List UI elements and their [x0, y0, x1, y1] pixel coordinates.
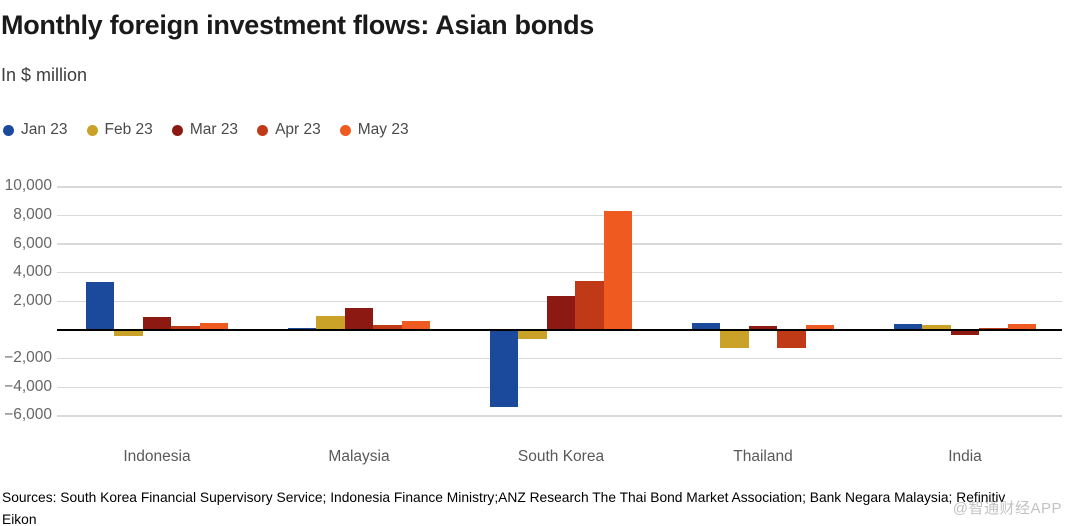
chart-subtitle: In $ million — [1, 65, 88, 85]
watermark: @智通财经APP — [952, 500, 1062, 517]
gridline — [57, 271, 1062, 274]
bar-indonesia-may-23 — [199, 322, 228, 330]
y-tick-label: −4,000 — [4, 377, 52, 395]
bar-thailand-mar-23 — [748, 325, 778, 330]
bar-south-korea-mar-23 — [546, 296, 576, 330]
chart-legend: Jan 23 Feb 23 Mar 23 Apr 23 May 23 — [3, 121, 409, 139]
legend-label: May 23 — [357, 121, 409, 138]
bar-indonesia-mar-23 — [142, 317, 172, 330]
legend-item-mar-23: Mar 23 — [171, 121, 239, 139]
bar-malaysia-may-23 — [401, 320, 430, 330]
legend-dot-icon — [3, 124, 14, 136]
y-tick-label: 10,000 — [4, 177, 52, 195]
legend-label: Mar 23 — [189, 121, 239, 138]
x-axis-label-thailand: Thailand — [733, 448, 793, 465]
legend-item-jan-23: Jan 23 — [3, 121, 68, 139]
legend-label: Jan 23 — [21, 121, 68, 138]
x-axis-label-indonesia: Indonesia — [123, 448, 191, 465]
source-note: Sources: South Korea Financial Superviso… — [2, 490, 1006, 526]
bar-india-feb-23 — [922, 324, 951, 330]
bar-indonesia-apr-23 — [171, 325, 200, 330]
bar-thailand-jan-23 — [692, 322, 721, 330]
bar-malaysia-apr-23 — [373, 324, 402, 330]
gridline — [57, 214, 1062, 217]
y-tick-label: 8,000 — [13, 205, 52, 223]
gridline — [57, 243, 1062, 245]
x-axis-line — [57, 329, 1062, 331]
bar-south-korea-may-23 — [603, 211, 632, 330]
bar-south-korea-jan-23 — [490, 330, 519, 408]
x-axis-label-south-korea: South Korea — [517, 448, 605, 465]
gridline — [57, 357, 1062, 360]
x-axis-label-malaysia: Malaysia — [328, 448, 390, 465]
x-axis-label-india: India — [948, 448, 982, 465]
bar-india-may-23 — [1007, 324, 1036, 330]
gridline — [57, 415, 1062, 417]
bar-south-korea-feb-23 — [518, 330, 547, 340]
bar-south-korea-apr-23 — [575, 281, 604, 330]
bar-malaysia-feb-23 — [316, 315, 345, 330]
bar-indonesia-feb-23 — [114, 330, 143, 336]
y-tick-label: 4,000 — [13, 263, 52, 281]
bar-indonesia-jan-23 — [86, 282, 115, 330]
y-tick-label: 6,000 — [13, 234, 52, 252]
legend-label: Feb 23 — [104, 121, 153, 138]
bar-thailand-apr-23 — [777, 330, 806, 348]
bar-malaysia-jan-23 — [288, 327, 317, 330]
legend-item-feb-23: Feb 23 — [86, 121, 153, 139]
legend-dot-icon — [339, 124, 351, 136]
legend-item-apr-23: Apr 23 — [257, 121, 321, 139]
y-tick-label: 2,000 — [13, 291, 52, 309]
bar-india-jan-23 — [894, 323, 923, 330]
bar-india-mar-23 — [950, 330, 980, 335]
bar-thailand-may-23 — [805, 324, 834, 330]
gridline — [57, 386, 1062, 389]
y-tick-label: −6,000 — [4, 406, 52, 424]
legend-item-may-23: May 23 — [339, 121, 409, 139]
bar-malaysia-mar-23 — [344, 307, 374, 330]
legend-dot-icon — [86, 124, 98, 136]
legend-label: Apr 23 — [275, 121, 321, 138]
legend-dot-icon — [171, 124, 183, 136]
y-tick-label: −2,000 — [4, 349, 52, 367]
bar-thailand-feb-23 — [720, 330, 749, 349]
gridline — [57, 186, 1062, 188]
legend-dot-icon — [257, 124, 269, 136]
chart-title: Monthly foreign investment flows: Asian … — [1, 10, 595, 40]
